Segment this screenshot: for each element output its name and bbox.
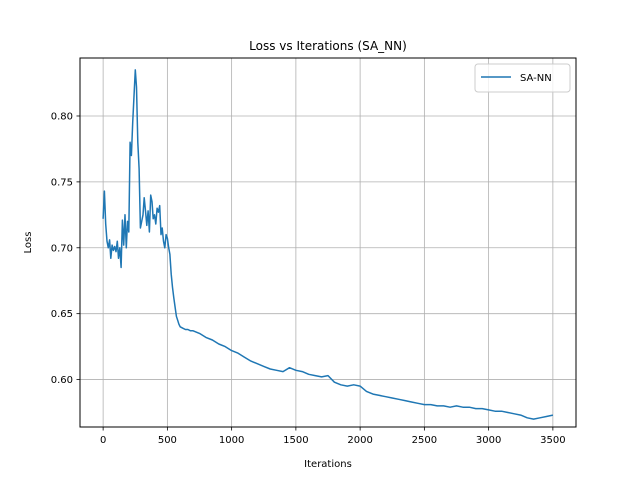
x-tick-label: 1000 bbox=[219, 435, 244, 446]
legend-frame bbox=[474, 63, 571, 93]
legend-label: SA-NN bbox=[520, 73, 552, 84]
x-tick-label: 0 bbox=[100, 435, 106, 446]
x-tick-label: 2000 bbox=[347, 435, 372, 446]
x-tick-label: 1500 bbox=[283, 435, 308, 446]
x-tick-label: 3000 bbox=[476, 435, 501, 446]
axis-ticks: 0 500 1000 1500 2000 2500 3000 3500 0.60 0.65 0.70… bbox=[51, 111, 566, 446]
plot-frame bbox=[79, 57, 577, 428]
legend: SA-NN bbox=[474, 63, 571, 93]
x-tick-label: 500 bbox=[158, 435, 177, 446]
chart-title: Loss vs Iterations (SA_NN) bbox=[249, 39, 407, 53]
y-tick-label: 0.65 bbox=[51, 309, 73, 320]
y-axis-title: Loss bbox=[23, 232, 34, 254]
y-tick-label: 0.80 bbox=[51, 111, 73, 122]
series-line-sa-nn bbox=[102, 69, 554, 420]
y-tick-label: 0.60 bbox=[51, 375, 73, 386]
x-axis-title: Iterations bbox=[304, 459, 352, 470]
x-tick-label: 2500 bbox=[412, 435, 437, 446]
x-tick-label: 3500 bbox=[540, 435, 565, 446]
data-layer bbox=[102, 69, 554, 420]
y-tick-label: 0.70 bbox=[51, 243, 73, 254]
y-tick-label: 0.75 bbox=[51, 177, 73, 188]
